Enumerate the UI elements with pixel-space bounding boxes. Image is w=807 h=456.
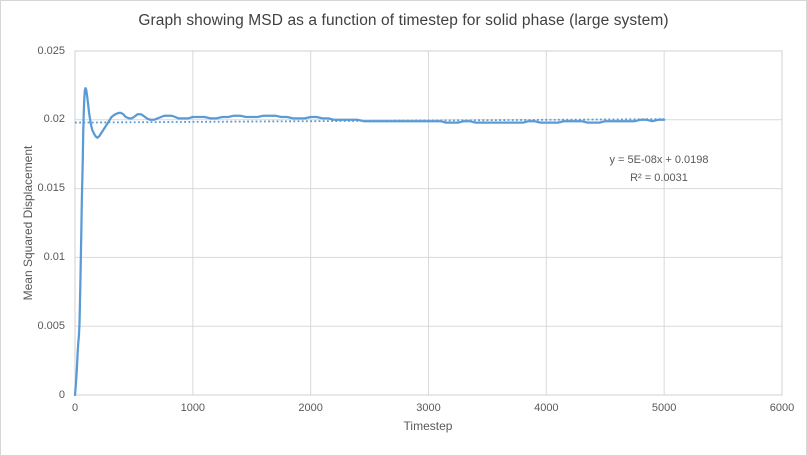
y-tick-label: 0.005 (37, 319, 65, 332)
msd-line-series (73, 87, 666, 397)
y-tick-label: 0.01 (43, 250, 65, 263)
trendline-label: y = 5E-08x + 0.0198 R² = 0.0031 (609, 152, 708, 187)
y-tick-label: 0.015 (37, 182, 65, 195)
y-tick-label: 0.025 (37, 44, 65, 57)
x-axis-title: Timestep (403, 419, 453, 433)
x-tick-label: 0 (71, 402, 79, 414)
trendline-equation: y = 5E-08x + 0.0198 (609, 154, 709, 166)
x-tick-label: 1000 (180, 402, 206, 414)
plot-border (74, 50, 783, 396)
x-tick-label: 2000 (298, 402, 323, 414)
y-tick-label: 0.02 (43, 113, 65, 126)
trendline-r-squared: R² = 0.0031 (630, 171, 688, 184)
x-tick-label: 4000 (534, 402, 559, 414)
x-tick-label: 6000 (769, 402, 795, 414)
y-tick-label: 0 (58, 388, 65, 401)
chart-title: Graph showing MSD as a function of times… (138, 12, 669, 29)
y-axis-title: Mean Squared Displacement (21, 145, 35, 301)
x-tick-label: 5000 (651, 402, 677, 414)
x-tick-label: 3000 (416, 402, 441, 414)
